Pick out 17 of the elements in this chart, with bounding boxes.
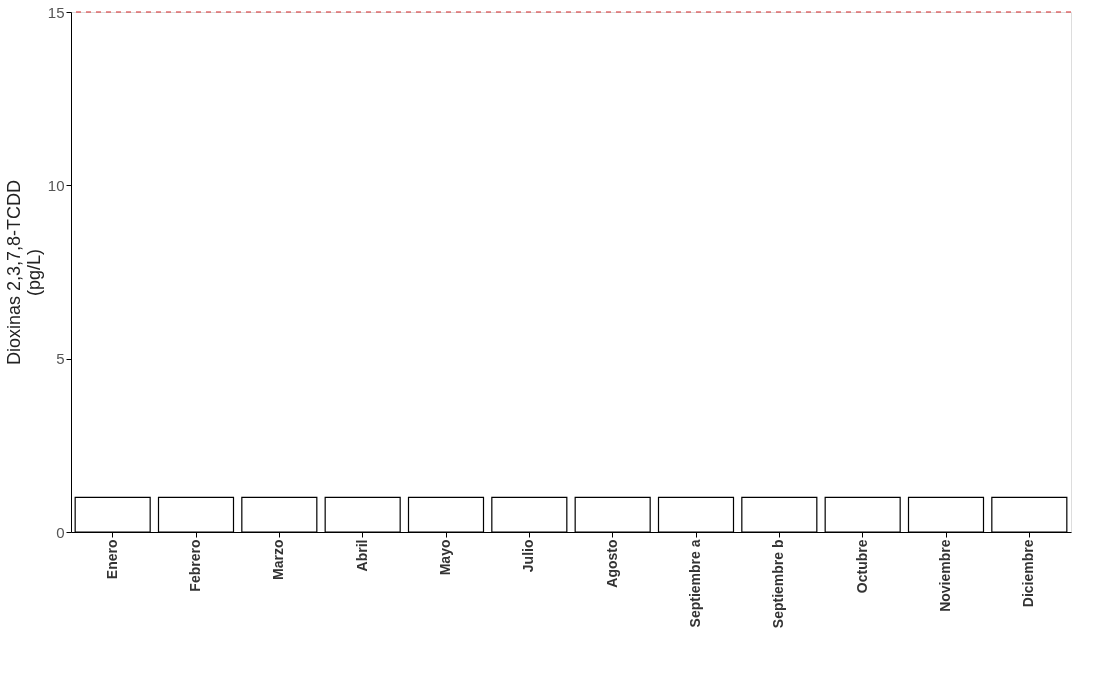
x-tick-label: Marzo [270,539,287,580]
x-tick-label: Abril [353,539,370,572]
x-tick-label: Noviembre [937,539,953,612]
y-axis-title: Dioxinas 2,3,7,8-TCDD (pg/L) [3,179,44,366]
x-tick-label: Enero [103,539,120,580]
x-tick-label: Mayo [437,539,453,576]
x-tick-label: Julio [520,539,537,573]
x-tick-label: Septiembre b [770,539,787,629]
x-tick-label: Diciembre [1020,539,1037,608]
y-tick-label: 15 [47,3,65,21]
y-tick-label: 0 [56,523,65,541]
x-tick-label: Octubre [853,539,870,594]
x-tick-label: Febrero [187,539,203,592]
y-tick-label: 10 [47,176,65,194]
y-tick-label: 5 [56,350,65,368]
x-tick-label: Septiembre a [687,539,703,628]
x-tick-label: Agosto [603,539,620,588]
